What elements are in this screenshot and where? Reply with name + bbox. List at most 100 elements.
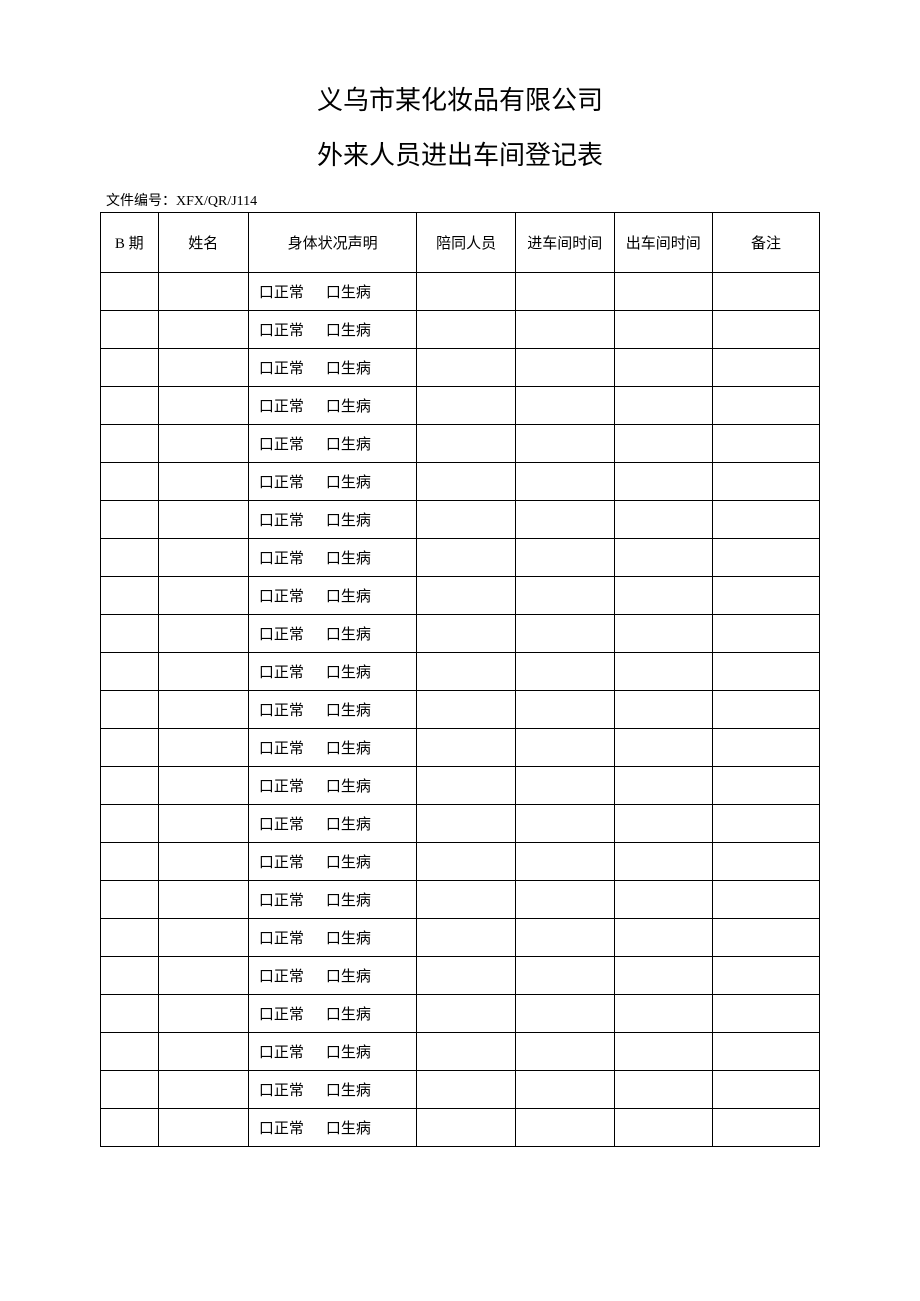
cell-enter-time (515, 995, 614, 1033)
cell-status: 口正常口生病 (248, 1033, 416, 1071)
status-normal-option: 口正常 (259, 285, 304, 301)
cell-enter-time (515, 349, 614, 387)
cell-status: 口正常口生病 (248, 691, 416, 729)
cell-remark (713, 881, 820, 919)
cell-remark (713, 691, 820, 729)
cell-date (101, 577, 159, 615)
cell-accompany (417, 995, 516, 1033)
cell-name (158, 387, 248, 425)
cell-name (158, 729, 248, 767)
cell-status: 口正常口生病 (248, 843, 416, 881)
cell-accompany (417, 539, 516, 577)
table-row: 口正常口生病 (101, 995, 820, 1033)
cell-accompany (417, 691, 516, 729)
cell-accompany (417, 957, 516, 995)
cell-leave-time (614, 311, 713, 349)
cell-remark (713, 311, 820, 349)
cell-date (101, 501, 159, 539)
cell-name (158, 1109, 248, 1147)
cell-enter-time (515, 311, 614, 349)
cell-date (101, 995, 159, 1033)
col-header-enter-time: 进车间时间 (515, 213, 614, 273)
col-header-accompany: 陪同人员 (417, 213, 516, 273)
cell-accompany (417, 501, 516, 539)
status-normal-option: 口正常 (259, 589, 304, 605)
cell-date (101, 957, 159, 995)
cell-date (101, 919, 159, 957)
cell-date (101, 615, 159, 653)
cell-enter-time (515, 919, 614, 957)
cell-status: 口正常口生病 (248, 653, 416, 691)
col-header-remark: 备注 (713, 213, 820, 273)
cell-enter-time (515, 425, 614, 463)
status-sick-option: 口生病 (326, 779, 371, 795)
status-sick-option: 口生病 (326, 513, 371, 529)
cell-date (101, 539, 159, 577)
cell-remark (713, 539, 820, 577)
table-row: 口正常口生病 (101, 501, 820, 539)
cell-leave-time (614, 387, 713, 425)
status-sick-option: 口生病 (326, 741, 371, 757)
cell-enter-time (515, 805, 614, 843)
status-normal-option: 口正常 (259, 741, 304, 757)
cell-status: 口正常口生病 (248, 501, 416, 539)
cell-date (101, 1071, 159, 1109)
cell-remark (713, 501, 820, 539)
cell-remark (713, 1109, 820, 1147)
cell-accompany (417, 729, 516, 767)
cell-remark (713, 729, 820, 767)
cell-accompany (417, 767, 516, 805)
cell-accompany (417, 843, 516, 881)
cell-status: 口正常 口生病 (248, 349, 416, 387)
cell-status: 口正常口生病 (248, 311, 416, 349)
cell-leave-time (614, 273, 713, 311)
document-page: 义乌市某化妆品有限公司 外来人员进出车间登记表 文件编号：XFX/QR/J114… (0, 0, 920, 1207)
cell-date (101, 881, 159, 919)
cell-name (158, 1071, 248, 1109)
status-sick-option: 口生病 (326, 399, 371, 415)
col-header-status: 身体状况声明 (248, 213, 416, 273)
cell-accompany (417, 919, 516, 957)
cell-remark (713, 425, 820, 463)
table-row: 口正常 口生病 (101, 387, 820, 425)
status-normal-option: 口正常 (259, 817, 304, 833)
cell-name (158, 577, 248, 615)
cell-enter-time (515, 273, 614, 311)
table-row: 口正常口生病 (101, 691, 820, 729)
status-normal-option: 口正常 (259, 779, 304, 795)
cell-status: 口正常口生病 (248, 881, 416, 919)
cell-leave-time (614, 881, 713, 919)
cell-name (158, 349, 248, 387)
status-normal-option: 口正常 (259, 361, 304, 377)
registration-table: B 期 姓名 身体状况声明 陪同人员 进车间时间 出车间时间 备注 口正常口生病… (100, 212, 820, 1147)
status-normal-option: 口正常 (259, 399, 304, 415)
cell-date (101, 387, 159, 425)
cell-enter-time (515, 1109, 614, 1147)
status-sick-option: 口生病 (326, 969, 371, 985)
status-sick-option: 口生病 (326, 475, 371, 491)
status-sick-option: 口生病 (326, 1045, 371, 1061)
cell-status: 口正常 口生病 (248, 805, 416, 843)
cell-name (158, 463, 248, 501)
cell-enter-time (515, 615, 614, 653)
status-sick-option: 口生病 (326, 323, 371, 339)
cell-leave-time (614, 691, 713, 729)
cell-accompany (417, 463, 516, 501)
status-sick-option: 口生病 (326, 665, 371, 681)
cell-status: 口正常口生病 (248, 577, 416, 615)
cell-name (158, 615, 248, 653)
status-sick-option: 口生病 (326, 361, 371, 377)
cell-accompany (417, 387, 516, 425)
table-row: 口正常 口生病 (101, 805, 820, 843)
cell-remark (713, 349, 820, 387)
cell-status: 口正常口生病 (248, 539, 416, 577)
cell-name (158, 919, 248, 957)
cell-leave-time (614, 1071, 713, 1109)
cell-enter-time (515, 1071, 614, 1109)
table-row: 口正常 口生病 (101, 349, 820, 387)
table-row: 口正常口生病 (101, 881, 820, 919)
status-sick-option: 口生病 (326, 817, 371, 833)
cell-accompany (417, 653, 516, 691)
cell-accompany (417, 1109, 516, 1147)
cell-name (158, 425, 248, 463)
